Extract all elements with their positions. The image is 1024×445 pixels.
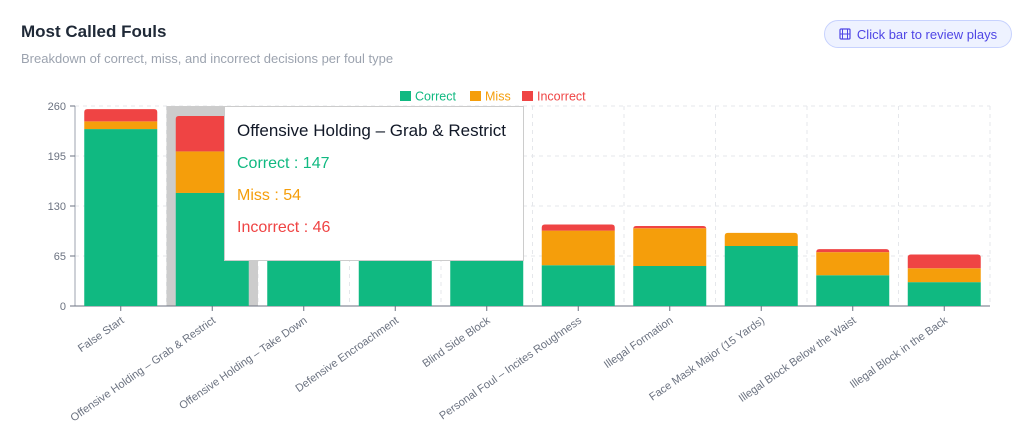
x-tick-label: False Start xyxy=(76,315,126,355)
bar-miss xyxy=(816,252,890,276)
review-plays-button[interactable]: Click bar to review plays xyxy=(824,20,1012,48)
film-icon xyxy=(839,28,851,40)
legend-swatch-correct xyxy=(400,91,411,101)
bar-miss xyxy=(724,232,798,246)
chart-tooltip: Offensive Holding – Grab & Restrict Corr… xyxy=(224,106,524,261)
chart-subtitle: Breakdown of correct, miss, and incorrec… xyxy=(21,51,394,66)
bar-correct xyxy=(633,266,707,306)
y-tick-label: 195 xyxy=(48,151,66,163)
legend-label-correct: Correct xyxy=(415,90,457,104)
bar-incorrect xyxy=(816,249,890,253)
bar-miss xyxy=(84,121,158,130)
bar-correct xyxy=(724,246,798,306)
tooltip-miss: Miss : 54 xyxy=(237,187,302,204)
x-tick-label: Blind Side Block xyxy=(420,314,492,370)
tooltip-incorrect: Incorrect : 46 xyxy=(237,219,331,236)
legend-label-miss: Miss xyxy=(485,90,511,104)
legend-swatch-miss xyxy=(470,91,481,101)
legend-label-incorrect: Incorrect xyxy=(537,90,586,104)
bar-miss xyxy=(633,228,707,266)
x-tick-label: Offensive Holding – Grab & Restrict xyxy=(69,315,218,425)
y-tick-label: 0 xyxy=(60,301,66,313)
bar-incorrect xyxy=(633,226,707,229)
y-tick-label: 130 xyxy=(48,201,66,213)
tooltip-title: Offensive Holding – Grab & Restrict xyxy=(237,121,506,140)
x-tick-label: Illegal Block in the Back xyxy=(848,314,950,391)
y-tick-label: 260 xyxy=(48,101,66,113)
bar-correct xyxy=(907,282,981,306)
bar-incorrect xyxy=(907,254,981,269)
x-tick-label: Personal Foul – Incites Roughness xyxy=(437,314,584,422)
bar-miss xyxy=(907,268,981,283)
x-tick-label: Illegal Formation xyxy=(602,315,676,371)
tooltip-correct: Correct : 147 xyxy=(237,155,330,172)
legend-swatch-incorrect xyxy=(522,91,533,101)
chart-title: Most Called Fouls xyxy=(21,22,167,41)
review-plays-label: Click bar to review plays xyxy=(856,26,998,42)
y-tick-label: 65 xyxy=(54,251,66,263)
x-tick-label: Defensive Encroachment xyxy=(293,315,401,395)
bar-incorrect xyxy=(541,224,615,231)
bar-correct xyxy=(816,275,890,306)
bar-incorrect xyxy=(84,109,158,122)
bar-correct xyxy=(84,129,158,306)
bar-correct xyxy=(541,265,615,306)
bar-miss xyxy=(541,230,615,266)
